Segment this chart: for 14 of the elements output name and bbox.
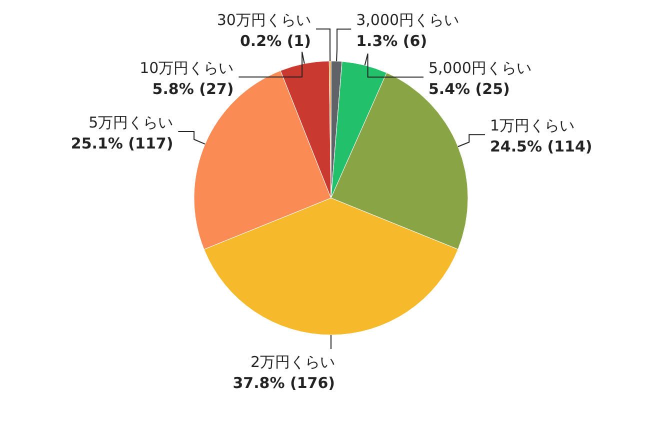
data-label: 37.8% (176) (232, 374, 335, 392)
slice-label: 2万円くらい (250, 353, 335, 371)
slice-label: 5万円くらい (88, 113, 174, 132)
slice-label: 5,000円くらい (428, 59, 532, 78)
data-label: 0.2% (1) (240, 32, 311, 50)
slice-label: 10万円くらい (140, 59, 234, 78)
data-label: 25.1% (117) (70, 134, 174, 152)
data-label: 24.5% (114) (490, 138, 592, 156)
slice-label: 3,000円くらい (356, 11, 460, 30)
data-label: 5.4% (25) (428, 80, 510, 98)
slice-label: 1万円くらい (490, 116, 575, 135)
data-label: 1.3% (6) (356, 32, 428, 50)
slice-label: 30万円くらい (216, 11, 311, 30)
data-label: 5.8% (27) (152, 80, 234, 98)
